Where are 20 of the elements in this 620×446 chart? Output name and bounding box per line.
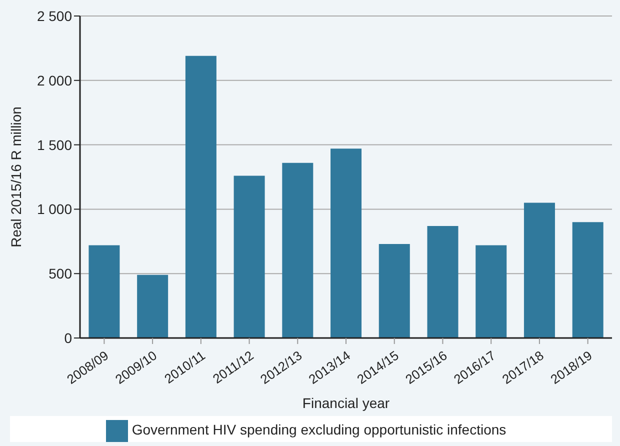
- y-axis-title: Real 2015/16 R million: [8, 106, 24, 248]
- bar: [572, 222, 604, 338]
- y-tick-label: 2 000: [36, 72, 72, 88]
- bar: [234, 176, 265, 338]
- y-tick-label: 500: [48, 266, 72, 282]
- bar: [427, 226, 458, 338]
- y-tick-label: 1 000: [36, 201, 72, 218]
- x-axis-title: Financial year: [302, 395, 390, 411]
- y-tick-label: 2 500: [36, 8, 72, 24]
- bar: [330, 148, 362, 338]
- legend-label: Government HIV spending excluding opportunistic infections: [132, 422, 506, 438]
- y-tick-label: 1 500: [36, 136, 72, 153]
- bar: [88, 245, 120, 338]
- bar: [524, 202, 555, 338]
- bar: [378, 244, 410, 338]
- bar: [476, 245, 507, 338]
- bar: [185, 56, 216, 338]
- bar: [137, 274, 168, 338]
- bar: [282, 162, 314, 338]
- y-tick-label: 0: [64, 330, 72, 346]
